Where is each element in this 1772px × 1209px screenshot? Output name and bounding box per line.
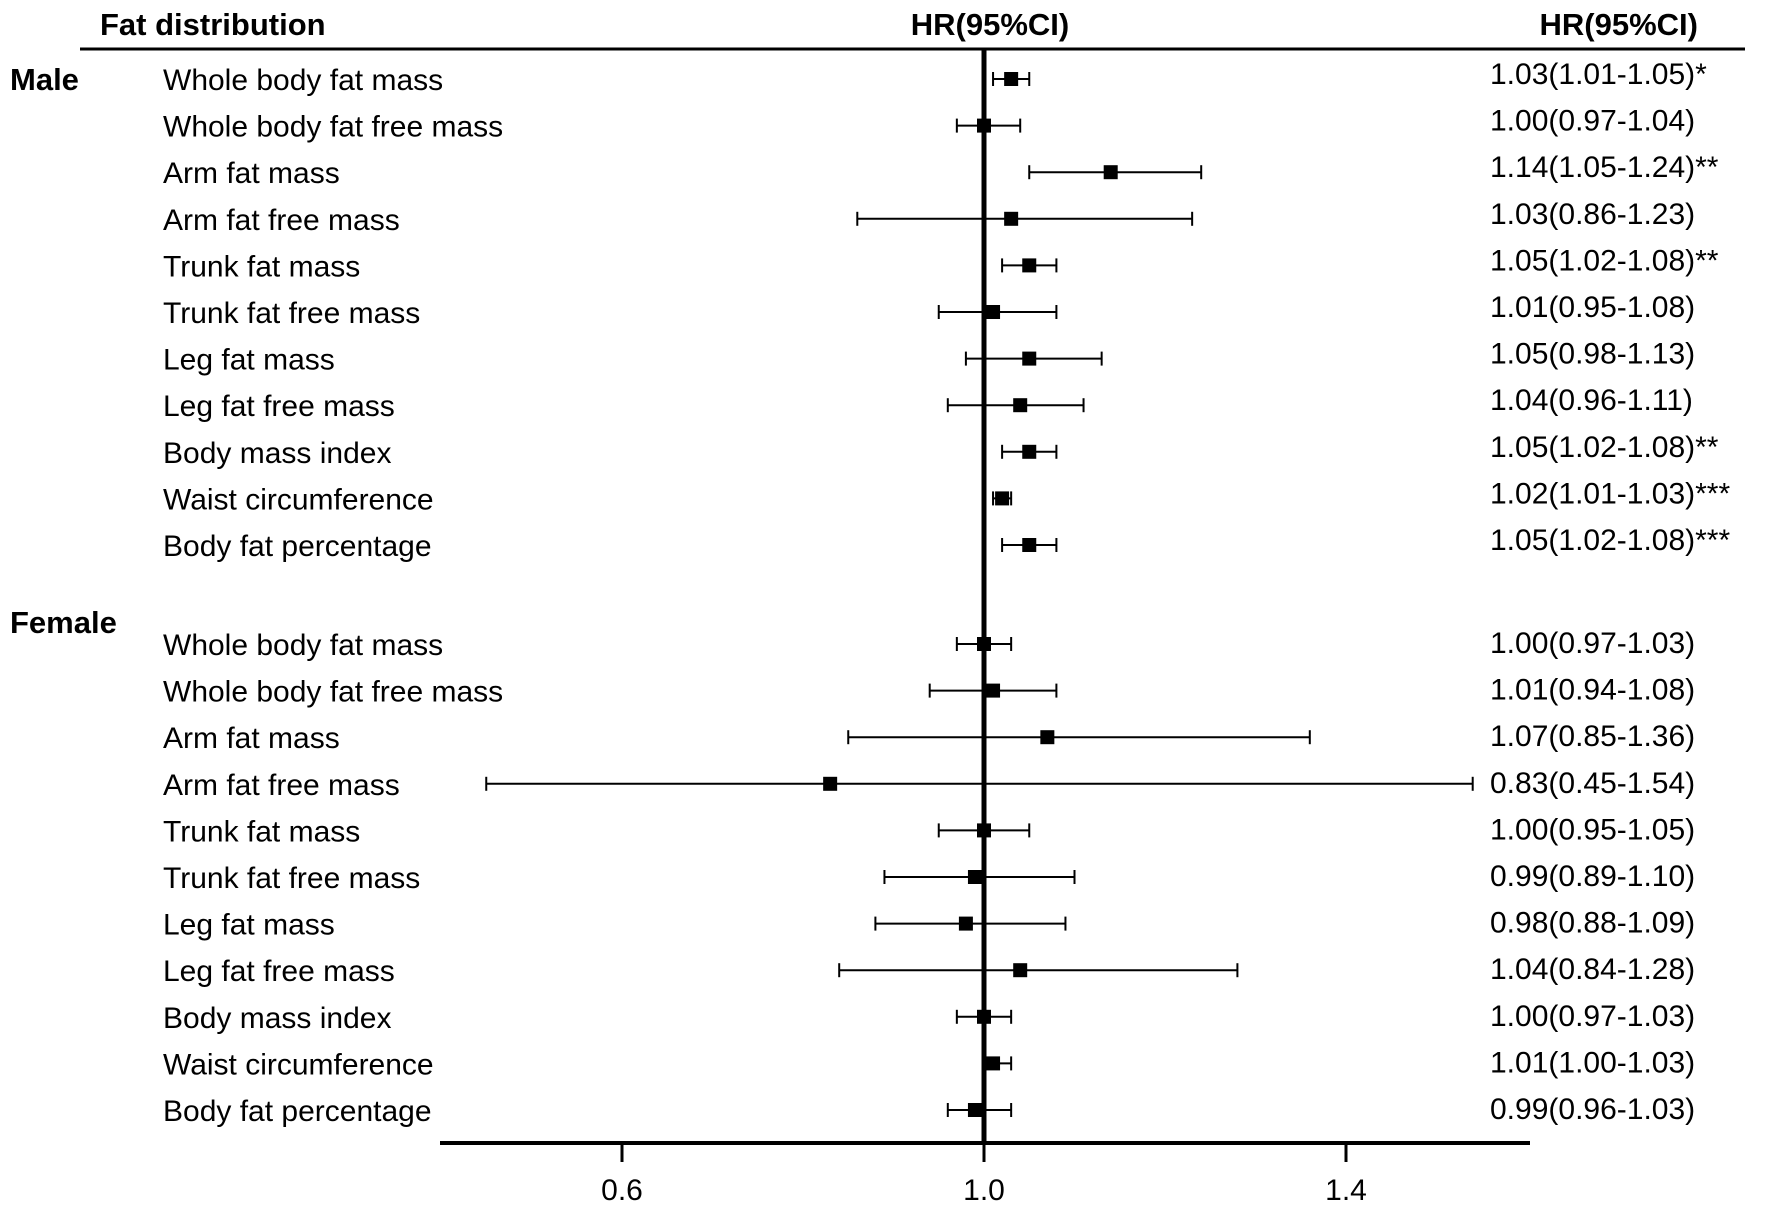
- row-hr-text: 1.05(1.02-1.08)**: [1490, 431, 1719, 464]
- row-label: Body fat percentage: [163, 530, 432, 563]
- hr-point: [1022, 444, 1037, 459]
- row-hr-text: 1.04(0.96-1.11): [1490, 384, 1693, 417]
- row-hr-text: 1.05(1.02-1.08)***: [1490, 524, 1730, 557]
- row-label: Leg fat free mass: [163, 390, 395, 423]
- row-hr-text: 1.03(0.86-1.23): [1490, 198, 1695, 231]
- group-label-female: Female: [10, 605, 117, 640]
- x-tick-label: 1.0: [963, 1174, 1005, 1207]
- row-label: Arm fat free mass: [163, 769, 400, 802]
- row-hr-text: 1.07(0.85-1.36): [1490, 720, 1695, 753]
- hr-point: [958, 916, 973, 931]
- hr-point: [995, 491, 1010, 506]
- row-label: Whole body fat free mass: [163, 676, 503, 709]
- label-column-header: Fat distribution: [100, 7, 326, 42]
- row-label: Trunk fat free mass: [163, 862, 420, 895]
- hr-point: [1013, 398, 1028, 413]
- hr-point: [823, 776, 838, 791]
- row-label: Trunk fat mass: [163, 250, 360, 283]
- row-label: Waist circumference: [163, 483, 434, 516]
- row-hr-text: 1.01(0.94-1.08): [1490, 674, 1695, 707]
- row-hr-text: 1.05(0.98-1.13): [1490, 338, 1695, 371]
- forest-rows: Whole body fat mass 1.03(1.01-1.05)* Whole…: [163, 58, 1730, 1128]
- group-label-male: Male: [10, 62, 79, 97]
- row-hr-text: 1.02(1.01-1.03)***: [1490, 477, 1730, 510]
- row-hr-text: 1.00(0.95-1.05): [1490, 813, 1695, 846]
- row-label: Arm fat free mass: [163, 204, 400, 237]
- row-label: Leg fat mass: [163, 344, 335, 377]
- plot-column-header: HR(95%CI): [911, 7, 1069, 42]
- x-axis-ticks: 0.6 1.0 1.4: [601, 1143, 1367, 1207]
- row-hr-text: 1.00(0.97-1.04): [1490, 105, 1695, 138]
- row-hr-text: 1.00(0.97-1.03): [1490, 1000, 1695, 1033]
- x-tick-label: 1.4: [1325, 1174, 1367, 1207]
- row-hr-text: 1.03(1.01-1.05)*: [1490, 58, 1707, 91]
- row-label: Body mass index: [163, 1002, 391, 1035]
- hr-point: [1103, 165, 1118, 180]
- hr-point: [1022, 538, 1037, 552]
- row-hr-text: 1.04(0.84-1.28): [1490, 953, 1695, 986]
- row-label: Arm fat mass: [163, 722, 340, 755]
- row-label: Waist circumference: [163, 1048, 434, 1081]
- hr-point: [1004, 72, 1019, 86]
- row-label: Whole body fat mass: [163, 64, 443, 97]
- value-column-header: HR(95%CI): [1540, 7, 1698, 42]
- row-hr-text: 0.99(0.89-1.10): [1490, 860, 1695, 893]
- row-hr-text: 1.01(1.00-1.03): [1490, 1046, 1695, 1079]
- row-hr-text: 1.14(1.05-1.24)**: [1490, 151, 1719, 184]
- row-label: Body mass index: [163, 437, 391, 470]
- hr-point: [1022, 258, 1037, 273]
- row-label: Body fat percentage: [163, 1095, 432, 1128]
- row-hr-text: 0.99(0.96-1.03): [1490, 1093, 1695, 1126]
- hr-point: [1013, 963, 1028, 978]
- hr-point: [1040, 730, 1055, 745]
- row-label: Trunk fat free mass: [163, 297, 420, 330]
- row-hr-text: 0.98(0.88-1.09): [1490, 907, 1695, 940]
- hr-point: [986, 1056, 1001, 1071]
- row-label: Leg fat mass: [163, 909, 335, 942]
- row-label: Whole body fat free mass: [163, 111, 503, 144]
- hr-point: [986, 683, 1001, 698]
- row-hr-text: 1.01(0.95-1.08): [1490, 291, 1695, 324]
- row-label: Arm fat mass: [163, 157, 340, 190]
- hr-point: [967, 1103, 982, 1117]
- hr-point: [1022, 351, 1037, 366]
- x-tick-label: 0.6: [601, 1174, 643, 1207]
- hr-point: [1004, 211, 1019, 226]
- hr-point: [986, 305, 1001, 319]
- hr-point: [967, 870, 982, 884]
- row-label: Leg fat free mass: [163, 955, 395, 988]
- row-hr-text: 1.05(1.02-1.08)**: [1490, 244, 1719, 277]
- row-label: Whole body fat mass: [163, 629, 443, 662]
- row-label: Trunk fat mass: [163, 815, 360, 848]
- row-hr-text: 0.83(0.45-1.54): [1490, 767, 1695, 800]
- row-hr-text: 1.00(0.97-1.03): [1490, 627, 1695, 660]
